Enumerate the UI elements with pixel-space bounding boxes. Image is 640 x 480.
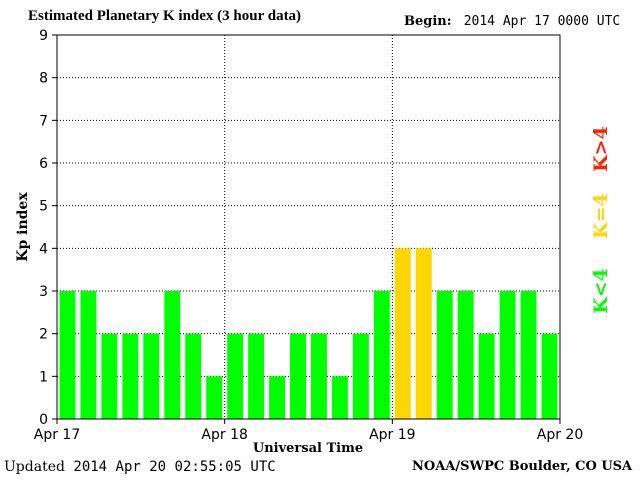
credit-line: NOAA/SWPC Boulder, CO USA xyxy=(412,459,633,474)
kp-bar xyxy=(352,333,369,419)
y-tick-label: 6 xyxy=(39,156,48,172)
kp-bar xyxy=(122,333,139,419)
y-tick-label: 0 xyxy=(39,412,48,428)
kp-bar xyxy=(143,333,160,419)
kp-bar xyxy=(541,333,558,419)
begin-value: 2014 Apr 17 0000 UTC xyxy=(463,14,621,29)
y-tick-label: 1 xyxy=(39,369,48,385)
kp-bar xyxy=(269,376,286,419)
kp-bar xyxy=(499,291,516,419)
y-tick-label: 2 xyxy=(39,327,48,343)
kp-bar xyxy=(331,376,348,419)
legend-high: K>4 xyxy=(590,126,612,172)
chart-title: Estimated Planetary K index (3 hour data… xyxy=(28,8,302,24)
kp-bar xyxy=(311,333,327,419)
x-tick-label: Apr 19 xyxy=(369,427,415,443)
y-axis-label: Kp index xyxy=(15,192,31,262)
kp-bar xyxy=(248,333,265,419)
begin-date: Begin: 2014 Apr 17 0000 UTC xyxy=(404,14,620,29)
bars xyxy=(59,248,558,419)
kp-bar xyxy=(478,333,495,419)
kp-bar xyxy=(436,291,453,419)
kp-bar xyxy=(520,291,537,419)
x-tick-label: Apr 20 xyxy=(537,427,583,443)
legend-low: K<4 xyxy=(590,268,612,314)
kp-bar xyxy=(290,333,306,419)
plot-frame xyxy=(56,34,561,420)
y-tick-label: 9 xyxy=(39,28,48,44)
kp-bar xyxy=(373,291,390,419)
x-axis-label: Universal Time xyxy=(253,441,363,456)
begin-label: Begin: xyxy=(404,14,452,29)
legend-mid: K=4 xyxy=(590,193,612,239)
y-tick-label: 3 xyxy=(39,284,48,300)
kp-bar xyxy=(415,248,432,419)
updated-timestamp: Updated 2014 Apr 20 02:55:05 UTC xyxy=(4,459,276,475)
y-tick-label: 7 xyxy=(39,113,48,129)
kp-bar xyxy=(164,291,181,419)
x-tick-label: Apr 18 xyxy=(201,427,247,443)
x-axis: Apr 17 Apr 18 Apr 19 Apr 20 xyxy=(34,419,583,443)
x-tick-label: Apr 17 xyxy=(34,427,80,443)
kp-bar xyxy=(394,248,411,419)
kp-bar xyxy=(80,291,97,419)
kp-bar xyxy=(59,291,76,419)
y-tick-label: 5 xyxy=(39,199,48,215)
y-axis: 0 1 2 3 4 5 6 7 8 9 xyxy=(39,28,57,428)
kp-bar xyxy=(101,333,118,419)
kp-bar xyxy=(227,333,244,419)
updated-label: Updated xyxy=(4,459,65,475)
grid-lines xyxy=(57,35,560,419)
updated-value: 2014 Apr 20 02:55:05 UTC xyxy=(73,459,276,475)
kp-bar xyxy=(185,333,202,419)
y-tick-label: 8 xyxy=(39,71,48,87)
y-tick-label: 4 xyxy=(39,241,48,257)
kp-bar xyxy=(206,376,223,419)
kp-bar xyxy=(457,291,474,419)
